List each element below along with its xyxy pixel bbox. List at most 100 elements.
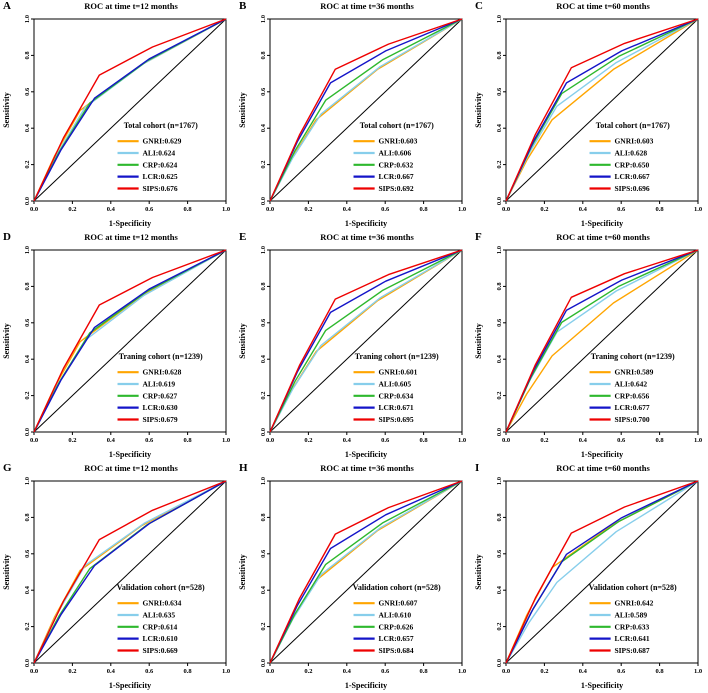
x-tick-label: 0.0 [502, 668, 510, 675]
panel-title: ROC at time t=12 months [84, 232, 178, 242]
x-axis-label: 1-Specificity [581, 681, 623, 690]
y-tick-label: 0.2 [260, 623, 267, 631]
legend-label-lcr: LCR:0.671 [378, 403, 413, 412]
y-tick-label: 0.4 [24, 585, 31, 594]
panel-title: ROC at time t=36 months [320, 463, 414, 473]
y-tick-label: 0.4 [24, 354, 31, 363]
y-tick-label: 0.6 [24, 318, 31, 327]
x-tick-label: 0.2 [304, 668, 312, 675]
y-tick-label: 0.0 [496, 197, 503, 205]
roc-curve-ali [269, 249, 463, 433]
y-tick-label: 0.2 [496, 392, 503, 400]
roc-panel-E: E ROC at time t=36 months 0.0 0.0 0.2 0.2 0.… [236, 231, 472, 462]
x-tick-label: 0.6 [617, 437, 626, 444]
plot-border [269, 18, 463, 202]
x-tick-label: 0.8 [420, 206, 429, 213]
y-axis-label: Sensitivity [474, 323, 483, 359]
x-tick-label: 0.8 [656, 668, 665, 675]
panel-letter: I [475, 462, 480, 474]
y-tick-label: 0.8 [24, 51, 31, 60]
x-tick-label: 0.0 [30, 668, 38, 675]
x-tick-label: 1.0 [694, 437, 702, 444]
legend-label-lcr: LCR:0.667 [378, 172, 413, 181]
panel-title: ROC at time t=36 months [320, 1, 414, 11]
legend-label-gnri: GNRI:0.634 [142, 599, 181, 608]
x-axis-label: 1-Specificity [581, 450, 623, 459]
roc-curve-sips [505, 480, 699, 664]
roc-curve-lcr [33, 249, 227, 433]
cohort-label: Traning cohort (n=1239) [355, 352, 439, 361]
x-tick-label: 1.0 [222, 437, 230, 444]
roc-panel-F: F ROC at time t=60 months 0.0 0.0 0.2 0.2 0.… [472, 231, 708, 462]
y-tick-label: 0.0 [496, 659, 503, 667]
roc-curve-crp [269, 480, 463, 664]
y-tick-label: 0.6 [260, 549, 267, 558]
legend-label-lcr: LCR:0.630 [142, 403, 177, 412]
legend-label-ali: ALI:0.606 [378, 149, 411, 158]
roc-curve-ali [269, 18, 463, 202]
x-tick-label: 0.6 [381, 668, 390, 675]
x-tick-label: 0.0 [266, 437, 274, 444]
y-tick-label: 0.4 [496, 585, 503, 594]
diagonal-reference-line [505, 249, 699, 433]
x-tick-label: 0.4 [343, 206, 352, 213]
panel-title: ROC at time t=36 months [320, 232, 414, 242]
y-axis-label: Sensitivity [238, 92, 247, 128]
roc-curve-gnri [505, 249, 699, 433]
x-tick-label: 1.0 [694, 668, 702, 675]
cohort-label: Validation cohort (n=528) [589, 583, 677, 592]
legend-label-sips: SIPS:0.695 [378, 415, 413, 424]
legend-label-ali: ALI:0.589 [614, 611, 647, 620]
roc-panel-C: C ROC at time t=60 months 0.0 0.0 0.2 0.2 0.… [472, 0, 708, 231]
x-tick-label: 0.8 [420, 668, 429, 675]
x-tick-label: 1.0 [222, 668, 230, 675]
y-axis-label: Sensitivity [474, 92, 483, 128]
roc-panel-I: I ROC at time t=60 months 0.0 0.0 0.2 0.2 0.… [472, 462, 708, 693]
x-tick-label: 0.4 [579, 206, 588, 213]
y-axis-label: Sensitivity [238, 554, 247, 590]
x-tick-label: 0.4 [343, 668, 352, 675]
diagonal-reference-line [505, 18, 699, 202]
legend-label-gnri: GNRI:0.629 [142, 137, 181, 146]
roc-curve-sips [269, 18, 463, 202]
y-tick-label: 0.8 [260, 513, 267, 522]
y-tick-label: 0.6 [496, 87, 503, 96]
x-axis-label: 1-Specificity [345, 681, 387, 690]
legend-label-sips: SIPS:0.684 [378, 646, 413, 655]
y-tick-label: 1.0 [260, 15, 267, 23]
x-tick-label: 0.6 [381, 206, 390, 213]
legend-label-gnri: GNRI:0.603 [614, 137, 653, 146]
roc-curve-ali [505, 480, 699, 664]
x-tick-label: 0.4 [579, 668, 588, 675]
x-tick-label: 0.2 [304, 206, 312, 213]
legend-label-sips: SIPS:0.692 [378, 184, 413, 193]
x-axis-label: 1-Specificity [345, 219, 387, 228]
roc-plot: 0.00.0 0.2 0.2 0.4 0.4 0.6 0.6 0.8 0.8 1.0 1.0 1-Sp… [474, 246, 702, 459]
cohort-label: Validation cohort (n=528) [117, 583, 205, 592]
legend-label-gnri: GNRI:0.601 [378, 368, 417, 377]
y-tick-label: 0.0 [260, 197, 267, 205]
y-axis-label: Sensitivity [474, 554, 483, 590]
plot-border [269, 480, 463, 664]
x-tick-label: 0.2 [540, 206, 548, 213]
roc-panel-B: B ROC at time t=36 months 0.0 0.0 0.2 0.2 0.… [236, 0, 472, 231]
y-tick-label: 0.6 [260, 87, 267, 96]
legend-label-gnri: GNRI:0.589 [614, 368, 653, 377]
roc-curve-sips [269, 249, 463, 433]
legend-label-gnri: GNRI:0.607 [378, 599, 417, 608]
y-tick-label: 0.2 [496, 161, 503, 169]
diagonal-reference-line [505, 480, 699, 664]
x-tick-label: 0.0 [30, 206, 38, 213]
x-tick-label: 1.0 [458, 668, 466, 675]
legend-label-ali: ALI:0.642 [614, 380, 647, 389]
y-tick-label: 0.4 [496, 354, 503, 363]
legend-label-gnri: GNRI:0.642 [614, 599, 653, 608]
roc-plot: 0.00.0 0.2 0.2 0.4 0.4 0.6 0.6 0.8 0.8 1.0 1.0 1-Sp… [238, 15, 466, 228]
panel-letter: E [239, 231, 247, 243]
panel-letter: C [475, 0, 483, 12]
y-tick-label: 0.8 [496, 282, 503, 291]
panel-title: ROC at time t=60 months [556, 232, 650, 242]
panel-letter: B [239, 0, 247, 12]
x-tick-label: 1.0 [694, 206, 702, 213]
x-tick-label: 0.8 [184, 668, 193, 675]
